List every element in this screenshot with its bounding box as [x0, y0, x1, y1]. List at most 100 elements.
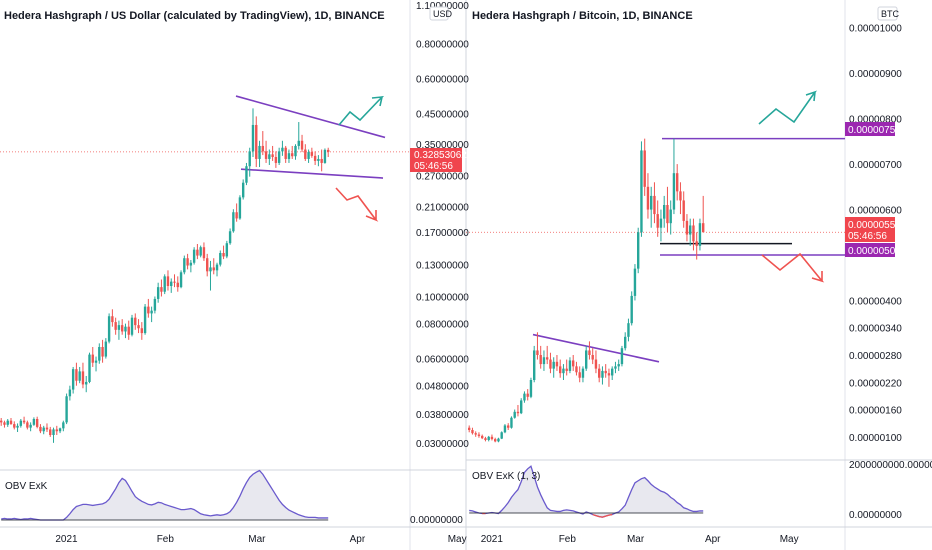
candle-body — [685, 220, 689, 235]
right-y-tick-label: 0.00000100 — [849, 433, 902, 444]
candle-body — [500, 432, 503, 439]
right-countdown: 05:46:56 — [848, 231, 887, 242]
right-obv-negative-segment — [608, 513, 613, 516]
candle-body — [258, 145, 261, 159]
candle-body — [101, 346, 104, 357]
candle-body — [241, 182, 245, 198]
candle-body — [559, 366, 562, 374]
candle-body — [111, 316, 114, 323]
candle-body — [565, 368, 568, 371]
candle-body — [268, 154, 271, 159]
candle-body — [196, 249, 199, 256]
candle-body — [42, 427, 45, 432]
candle-body — [477, 434, 481, 436]
candle-body — [598, 368, 601, 378]
candle-body — [127, 326, 130, 335]
candle-body — [659, 218, 663, 228]
candle-body — [251, 124, 255, 152]
candle-body — [274, 157, 278, 163]
left-y-tick-label: 0.13000000 — [416, 261, 469, 272]
candle-body — [0, 420, 3, 423]
candle-body — [222, 253, 225, 257]
candle-body — [490, 436, 494, 440]
candle-body — [313, 155, 317, 161]
candle-body — [300, 140, 304, 150]
candle-body — [591, 355, 594, 360]
candle-body — [327, 149, 330, 152]
left-y-tick-label: 0.10000000 — [416, 292, 469, 303]
right-currency-label: BTC — [881, 9, 900, 19]
right-y-tick-label: 0.00000900 — [849, 69, 902, 80]
candle-body — [604, 370, 607, 374]
candle-body — [578, 372, 581, 378]
right-bearish-arrow — [761, 252, 825, 283]
left-x-tick-label: May — [448, 534, 467, 545]
candle-body — [192, 249, 196, 263]
candle-body — [130, 317, 134, 335]
candle-body — [620, 348, 624, 365]
candle-body — [497, 438, 500, 442]
candle-body — [601, 370, 604, 378]
candle-body — [170, 281, 173, 287]
candle-body — [317, 158, 320, 161]
candle-body — [114, 322, 117, 330]
left-currency-button[interactable]: USD — [429, 6, 453, 21]
candle-body — [487, 436, 490, 440]
right-level-tag-bottom[interactable]: 0.00000500 — [845, 243, 901, 257]
candle-body — [153, 298, 157, 311]
candle-body — [666, 205, 669, 224]
right-obv-negative-segment — [592, 513, 597, 517]
candle-body — [85, 381, 88, 385]
candle-body — [607, 373, 611, 376]
candle-body — [650, 195, 653, 210]
right-level-top: 0.00000756 — [848, 125, 901, 136]
right-chart-title: Hedera Hashgraph / Bitcoin, 1D, BINANCE — [472, 10, 693, 22]
candle-body — [3, 422, 6, 425]
right-obv-negative-segment — [605, 514, 610, 517]
candle-body — [536, 350, 539, 355]
left-last-price-tag[interactable]: 0.32853062 05:46:56 — [410, 148, 467, 172]
candle-body — [150, 310, 153, 314]
candle-body — [26, 422, 29, 428]
candle-layer — [0, 108, 705, 443]
left-upper-trendline — [235, 95, 386, 139]
right-last-price-tag[interactable]: 0.00000550 05:46:56 — [845, 217, 901, 242]
right-y-tick-label: 0.00000600 — [849, 206, 902, 217]
right-level-tag-top[interactable]: 0.00000756 — [845, 122, 901, 136]
candle-body — [156, 287, 160, 299]
right-currency-button[interactable]: BTC — [877, 6, 900, 21]
candle-body — [166, 276, 170, 287]
candle-body — [199, 247, 202, 256]
candle-body — [588, 350, 591, 355]
candle-body — [52, 429, 55, 435]
candle-body — [481, 435, 484, 439]
candle-body — [320, 158, 323, 163]
left-x-tick-label: 2021 — [55, 534, 78, 545]
candle-body — [494, 439, 497, 442]
candle-body — [689, 225, 692, 235]
left-y-tick-label: 0.03000000 — [416, 439, 469, 450]
candle-body — [124, 326, 127, 332]
candle-body — [107, 316, 111, 342]
candle-body — [62, 422, 65, 429]
candle-body — [572, 360, 575, 367]
candle-body — [117, 325, 121, 330]
candle-body — [68, 389, 72, 397]
left-y-tick-label: 0.80000000 — [416, 40, 469, 51]
candle-body — [653, 195, 656, 215]
candle-body — [94, 360, 98, 363]
candle-body — [9, 420, 13, 425]
candle-body — [209, 267, 212, 272]
right-level-bottom: 0.00000500 — [848, 246, 901, 257]
candle-body — [58, 428, 62, 432]
candle-body — [147, 306, 150, 314]
candle-body — [277, 151, 281, 163]
candle-body — [248, 151, 251, 167]
candle-body — [676, 173, 679, 192]
candle-body — [13, 424, 16, 428]
candle-body — [225, 243, 229, 257]
candle-body — [6, 420, 9, 425]
candle-body — [49, 429, 52, 435]
